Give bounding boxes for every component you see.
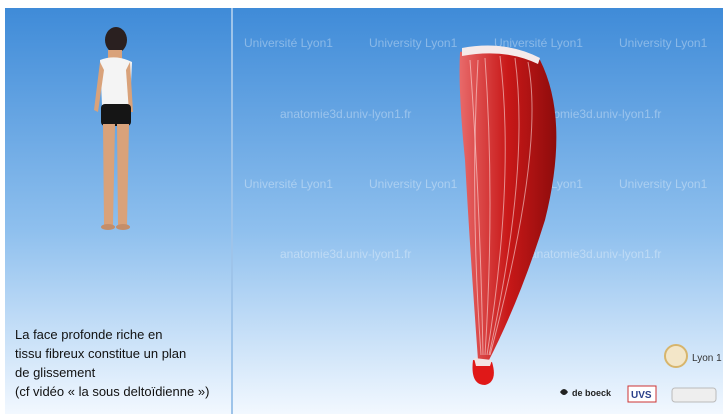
watermark: anatomie3d.univ-lyon1.fr bbox=[530, 247, 661, 261]
human-figure bbox=[94, 27, 133, 230]
watermark: Université Lyon1 bbox=[494, 36, 583, 50]
watermark: University Lyon1 bbox=[369, 36, 458, 50]
watermark: anatomie3d.univ-lyon1.fr bbox=[280, 247, 411, 261]
watermark: Université Lyon1 bbox=[244, 36, 333, 50]
watermark: University Lyon1 bbox=[619, 177, 708, 191]
caption-line: La face profonde riche en bbox=[15, 327, 162, 342]
lyon-logo-icon bbox=[664, 344, 688, 368]
caption-line: de glissement bbox=[15, 365, 96, 380]
small-logo bbox=[671, 387, 717, 403]
watermark: anatomie3d.univ-lyon1.fr bbox=[280, 107, 411, 121]
uvs-logo: UVS bbox=[631, 390, 652, 401]
publisher-logo: de boeck bbox=[572, 388, 612, 398]
watermark: Université Lyon1 bbox=[244, 177, 333, 191]
watermark: University Lyon1 bbox=[369, 177, 458, 191]
publisher-icon bbox=[560, 389, 568, 395]
lyon-logo-text: Lyon 1 bbox=[692, 353, 722, 364]
muscle-illustration bbox=[459, 45, 557, 385]
watermark: University Lyon1 bbox=[619, 36, 708, 50]
uvs-badge bbox=[627, 385, 657, 403]
caption: La face profonde riche en tissu fibreux c… bbox=[15, 327, 209, 399]
caption-line: tissu fibreux constitue un plan bbox=[15, 346, 186, 361]
caption-note: (cf vidéo « la sous deltoïdienne ») bbox=[15, 384, 209, 399]
watermarks: Université Lyon1 University Lyon1 Universi… bbox=[244, 36, 708, 261]
watermark: anatomie3d.univ-lyon1.fr bbox=[530, 107, 661, 121]
